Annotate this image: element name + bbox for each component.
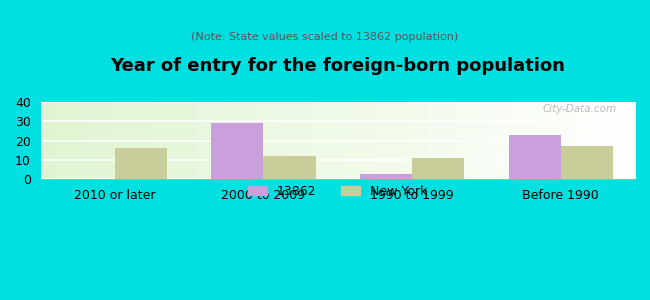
Bar: [263, 156, 315, 179]
Text: City-Data.com: City-Data.com: [543, 104, 617, 114]
Bar: [360, 174, 412, 179]
Title: Year of entry for the foreign-born population: Year of entry for the foreign-born popul…: [111, 57, 566, 75]
Bar: [115, 148, 167, 179]
Legend: 13862, New York: 13862, New York: [243, 180, 432, 203]
Bar: [211, 123, 263, 179]
Text: (Note: State values scaled to 13862 population): (Note: State values scaled to 13862 popu…: [191, 32, 459, 43]
Bar: [412, 158, 464, 179]
Bar: [561, 146, 613, 179]
Bar: [509, 135, 561, 179]
